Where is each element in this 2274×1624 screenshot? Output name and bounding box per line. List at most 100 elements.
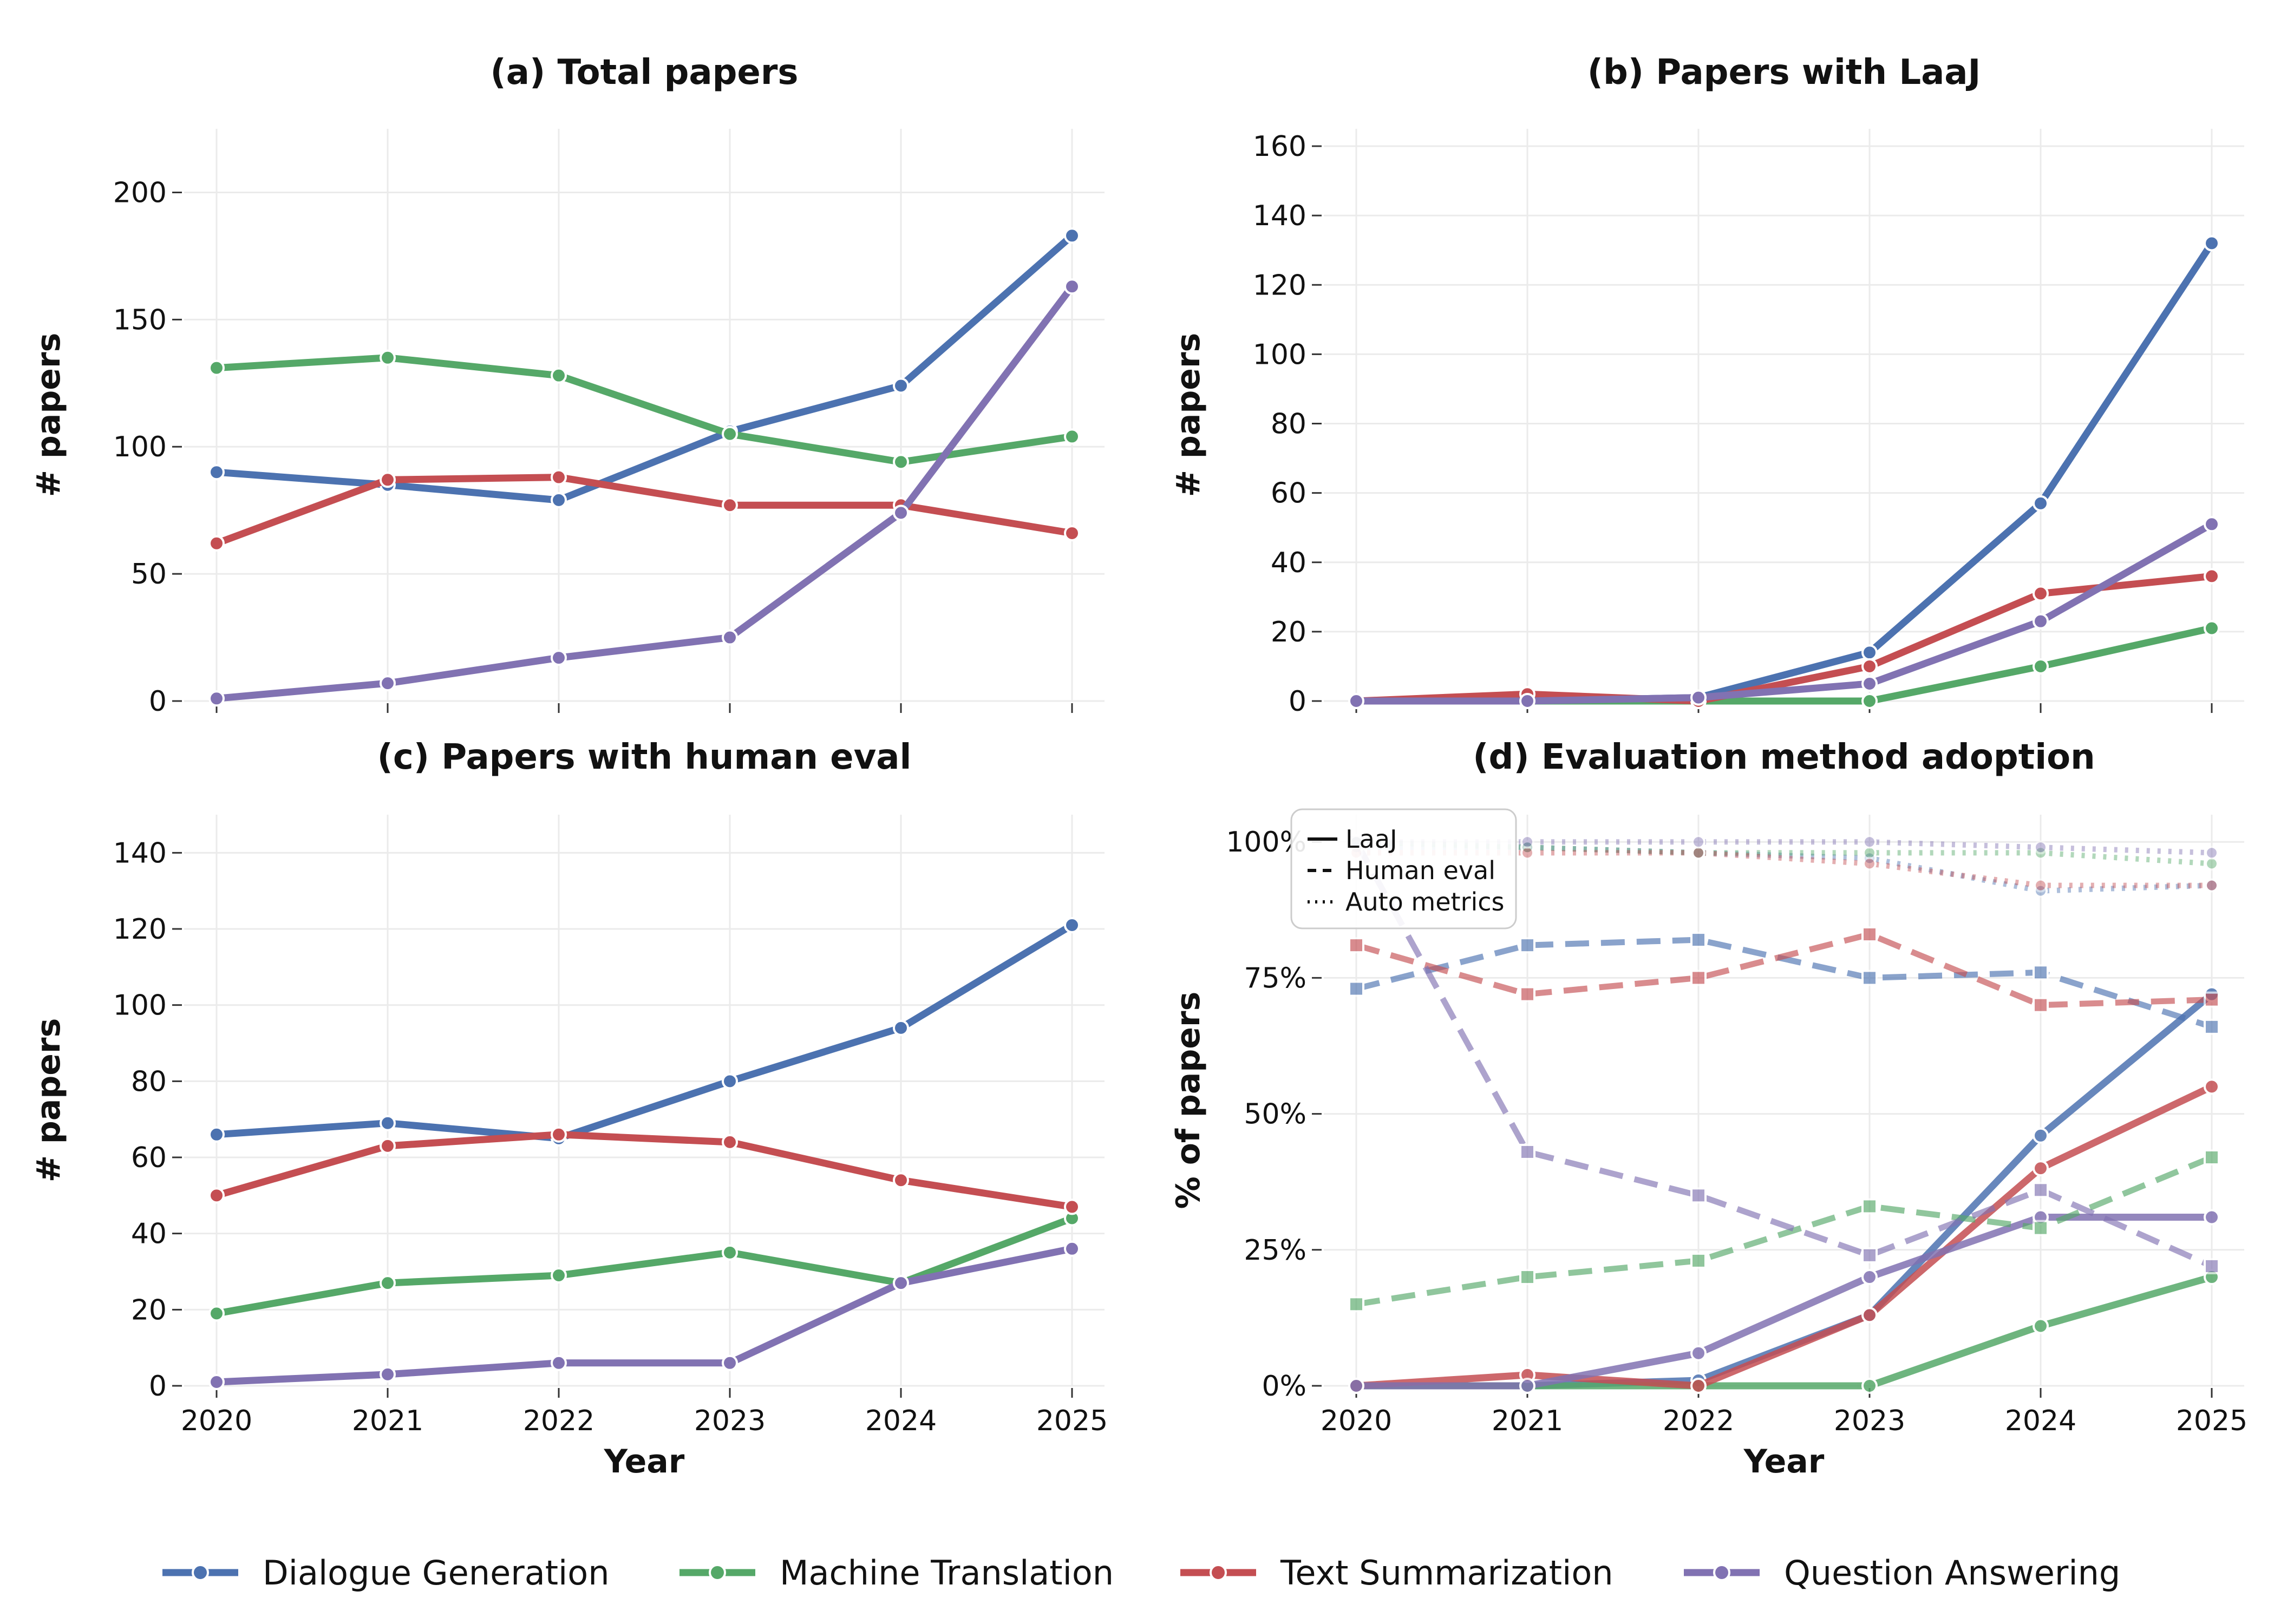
- data-point: [2033, 1182, 2049, 1199]
- data-point: [2033, 1160, 2049, 1177]
- series-summarization: [208, 1126, 1080, 1215]
- data-point: [2033, 997, 2049, 1013]
- data-point: [2205, 846, 2219, 860]
- y-tick-label: 150: [113, 304, 167, 336]
- data-point: [1519, 693, 1535, 709]
- legend-label: Dialogue Generation: [263, 1553, 610, 1593]
- legend-box: [1290, 808, 1517, 929]
- data-point: [1064, 278, 1080, 295]
- series-line: [213, 232, 1076, 504]
- data-point: [380, 675, 396, 692]
- y-tick-label: 200: [113, 176, 167, 209]
- data-point: [2033, 1220, 2049, 1236]
- legend-swatch-marker: [192, 1564, 209, 1581]
- series-line: [1352, 520, 2216, 705]
- data-point: [1690, 932, 1707, 948]
- series-line: [213, 354, 1076, 466]
- data-point: [1064, 525, 1080, 541]
- data-point: [2204, 1018, 2220, 1035]
- y-tick-label: 75%: [1244, 962, 1306, 994]
- series-line: [1356, 1154, 2213, 1307]
- data-point: [893, 505, 909, 521]
- data-point: [2204, 1149, 2220, 1165]
- series-line: [213, 921, 1076, 1142]
- x-tick-label: 2020: [181, 1405, 252, 1437]
- y-tick-label: 0: [149, 685, 167, 718]
- data-point: [208, 1126, 225, 1143]
- data-point: [722, 497, 738, 514]
- x-tick-label: 2023: [1834, 1405, 1905, 1437]
- data-point: [380, 1366, 396, 1383]
- data-point: [1691, 835, 1706, 849]
- y-tick-label: 0%: [1262, 1370, 1307, 1403]
- y-tick-label: 20: [131, 1294, 167, 1326]
- data-point: [551, 1267, 567, 1284]
- series-line: [1354, 840, 2213, 1269]
- data-point: [2205, 878, 2219, 893]
- data-point: [722, 425, 738, 442]
- data-point: [1690, 1378, 1707, 1394]
- legend-label: Question Answering: [1784, 1553, 2120, 1593]
- data-point: [1519, 1378, 1535, 1394]
- panel-title: (b) Papers with LaaJ: [1587, 53, 1981, 93]
- series-translation: [208, 349, 1080, 470]
- x-tick-label: 2025: [2176, 1405, 2247, 1437]
- data-point: [380, 472, 396, 488]
- series-line: [213, 283, 1076, 702]
- data-point: [2033, 495, 2049, 512]
- legend-item-qa: Question Answering: [1684, 1553, 2120, 1593]
- data-point: [208, 1187, 225, 1204]
- data-point: [2204, 568, 2220, 585]
- data-point: [1064, 227, 1080, 244]
- y-axis-label: # papers: [30, 333, 68, 497]
- data-point: [2204, 235, 2220, 252]
- panel-b: 0 20 40 60 80 100 120 140 160 (b) Papers with Laa…: [1169, 53, 2244, 718]
- data-point: [722, 1134, 738, 1150]
- data-point: [2205, 856, 2219, 871]
- data-point: [208, 535, 225, 552]
- data-point: [1863, 851, 1877, 866]
- series-line: [1352, 572, 2216, 705]
- legend-swatch-marker: [1713, 1564, 1730, 1581]
- data-point: [551, 469, 567, 486]
- panel-title: (c) Papers with human eval: [377, 737, 912, 777]
- data-point: [1519, 1269, 1535, 1286]
- data-point: [1348, 937, 1364, 954]
- data-point: [893, 1172, 909, 1189]
- panel-a: 0 50 100 150 200 (a) Total papers # papers: [30, 53, 1105, 718]
- data-point: [1691, 846, 1706, 860]
- panel-c: 0 20 40 60 80 100 120 140 2020 2021 2022 2023 2024 20…: [30, 737, 1108, 1481]
- data-point: [380, 1275, 396, 1292]
- legend-label: LaaJ: [1345, 824, 1397, 854]
- data-point: [1348, 693, 1364, 709]
- legend-item-dialogue: Dialogue Generation: [162, 1553, 610, 1593]
- y-tick-label: 40: [1271, 547, 1306, 579]
- data-point: [2034, 840, 2048, 855]
- data-point: [1861, 1378, 1878, 1394]
- data-point: [1861, 1198, 1878, 1215]
- y-tick-label: 0: [1289, 685, 1306, 718]
- series-qa: [208, 278, 1080, 707]
- data-point: [2034, 878, 2048, 893]
- data-point: [2204, 516, 2220, 533]
- data-point: [1064, 1240, 1080, 1257]
- y-axis-label: % of papers: [1169, 992, 1207, 1209]
- panel-d: 0%25%50%75%100%2020 2021 2022 2023 2024 2025(…: [1169, 737, 2247, 1481]
- data-point: [1861, 970, 1878, 986]
- data-point: [208, 1305, 225, 1322]
- y-tick-label: 50%: [1244, 1098, 1306, 1131]
- series-qa: [208, 1240, 1080, 1390]
- data-point: [1861, 644, 1878, 661]
- data-point: [1861, 693, 1878, 709]
- data-point: [2204, 620, 2220, 637]
- x-axis-label: Year: [604, 1443, 685, 1481]
- data-point: [208, 464, 225, 481]
- x-tick-label: 2024: [2005, 1405, 2076, 1437]
- data-point: [2033, 658, 2049, 675]
- data-point: [1863, 846, 1877, 860]
- data-point: [722, 629, 738, 646]
- legend-swatch-marker: [1210, 1564, 1227, 1581]
- data-point: [1861, 675, 1878, 692]
